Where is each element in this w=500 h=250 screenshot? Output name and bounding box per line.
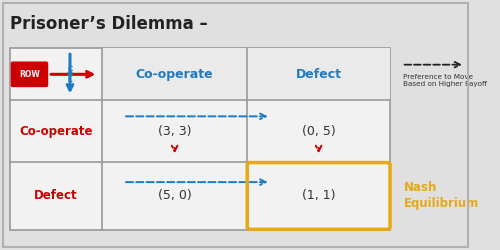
Bar bbox=[10, 48, 390, 230]
Text: (5, 0): (5, 0) bbox=[158, 190, 192, 202]
Bar bbox=[102, 48, 390, 100]
Text: Nash
Equilibrium: Nash Equilibrium bbox=[404, 182, 479, 210]
Text: Defect: Defect bbox=[34, 190, 78, 202]
Text: (3, 3): (3, 3) bbox=[158, 125, 192, 138]
Text: ROW: ROW bbox=[19, 70, 40, 79]
Text: (0, 5): (0, 5) bbox=[302, 125, 336, 138]
Text: Co-operate: Co-operate bbox=[19, 125, 92, 138]
Text: Defect: Defect bbox=[296, 68, 342, 81]
Text: Prisoner’s Dilemma –: Prisoner’s Dilemma – bbox=[10, 15, 207, 33]
Text: Preference to Move
Based on Higher Payoff: Preference to Move Based on Higher Payof… bbox=[403, 74, 487, 87]
FancyBboxPatch shape bbox=[11, 62, 48, 87]
Text: C
O
L: C O L bbox=[67, 66, 73, 83]
Text: Co-operate: Co-operate bbox=[136, 68, 214, 81]
Text: (1, 1): (1, 1) bbox=[302, 190, 336, 202]
